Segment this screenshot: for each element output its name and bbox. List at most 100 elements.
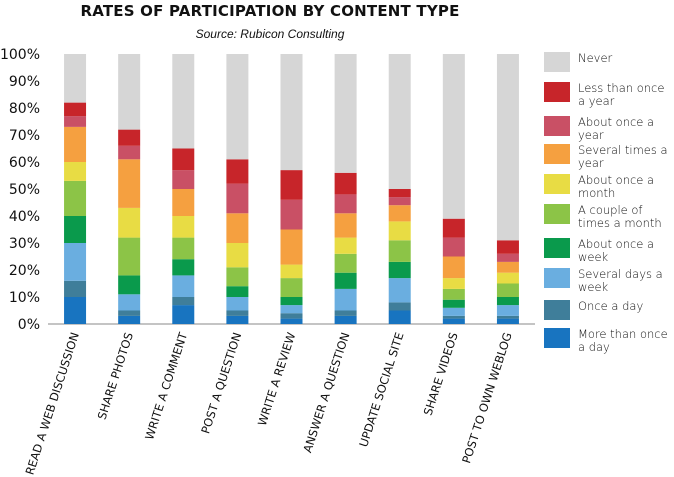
- bar-segment: [118, 145, 141, 160]
- y-tick-label: 0%: [18, 317, 40, 333]
- bar-segment: [334, 310, 357, 316]
- bar-segment: [226, 286, 249, 297]
- bar-segment: [172, 305, 195, 324]
- bar-segment: [226, 213, 249, 243]
- legend-swatch: [544, 116, 570, 136]
- bar-segment: [172, 275, 195, 297]
- x-tick-label: WRITE A REVIEW: [255, 331, 298, 428]
- legend-label: Once a day: [578, 299, 644, 313]
- legend-swatch: [544, 144, 570, 164]
- bar-segment: [334, 194, 357, 214]
- bar-segment: [280, 199, 303, 230]
- bar-segment: [64, 162, 87, 181]
- bar-segment: [334, 272, 357, 289]
- legend-swatch: [544, 300, 570, 320]
- x-axis: READ A WEB DISCUSSION SHARE PHOTOS WRITE A…: [23, 330, 515, 477]
- bar-segment: [442, 318, 465, 324]
- bar-segment: [496, 305, 519, 316]
- x-tick-label: UPDATE SOCIAL SITE: [356, 331, 406, 449]
- y-tick-label: 70%: [9, 128, 40, 144]
- bar-segment: [280, 54, 303, 171]
- bar-segment: [496, 261, 519, 273]
- bar-segment: [496, 54, 519, 241]
- legend-swatch: [544, 238, 570, 258]
- bar-segment: [496, 272, 519, 284]
- bar-segment: [226, 267, 249, 287]
- bar-segment: [280, 229, 303, 265]
- bar-segment: [442, 299, 465, 308]
- bar-segment: [334, 172, 357, 195]
- bar-segment: [226, 243, 249, 268]
- bar-segment: [172, 216, 195, 238]
- bar-segment: [64, 102, 87, 117]
- bar-segment: [334, 54, 357, 173]
- y-tick-label: 80%: [9, 101, 40, 117]
- legend-swatch: [544, 328, 570, 348]
- bars: [64, 54, 519, 324]
- bar-segment: [496, 283, 519, 297]
- bar-segment: [118, 294, 141, 311]
- bar-segment: [172, 54, 195, 149]
- bar-segment: [442, 237, 465, 257]
- x-tick-label: ANSWER A QUESTION: [300, 331, 352, 455]
- legend-label: A couple of times a month: [578, 203, 662, 230]
- bar-segment: [226, 159, 249, 184]
- bar-segment: [442, 307, 465, 316]
- bar-segment: [334, 213, 357, 238]
- bar-segment: [118, 207, 141, 238]
- bar-segment: [388, 54, 411, 189]
- stacked-bar-chart: 0% 10% 20% 30% 40% 50% 60% 70% 80% 90% 100% READ A…: [0, 47, 535, 477]
- bar-segment: [64, 180, 87, 216]
- y-tick-label: 30%: [9, 236, 40, 252]
- legend-label: About once a week: [578, 237, 655, 264]
- legend-swatch: [544, 82, 570, 102]
- bar-segment: [280, 318, 303, 324]
- legend-label: About once a year: [578, 115, 655, 142]
- bar-segment: [172, 170, 195, 189]
- bar-segment: [442, 54, 465, 219]
- bar-segment: [442, 288, 465, 300]
- bar-segment: [118, 310, 141, 316]
- y-tick-label: 90%: [9, 74, 40, 90]
- legend-swatch: [544, 268, 570, 288]
- bar-segment: [64, 126, 87, 162]
- bar-segment: [388, 205, 411, 222]
- legend-label: Several times a year: [578, 143, 668, 170]
- legend-label: Never: [578, 51, 613, 65]
- bar-segment: [118, 237, 141, 276]
- bar-segment: [280, 297, 303, 306]
- legend-label: Less than once a year: [578, 81, 665, 108]
- bar-segment: [334, 288, 357, 311]
- y-tick-label: 20%: [9, 263, 40, 279]
- bar-segment: [280, 278, 303, 297]
- legend-swatch: [544, 174, 570, 194]
- bar-segment: [64, 297, 87, 324]
- bar-segment: [64, 54, 87, 103]
- bar-segment: [388, 261, 411, 279]
- bar-segment: [442, 218, 465, 238]
- bar-segment: [388, 189, 411, 198]
- bar-segment: [118, 159, 141, 208]
- y-tick-label: 50%: [9, 182, 40, 198]
- bar-segment: [64, 116, 87, 127]
- bar-segment: [118, 129, 141, 146]
- bar-segment: [226, 54, 249, 160]
- x-tick-label: WRITE A COMMENT: [142, 330, 190, 442]
- bar-segment: [118, 54, 141, 130]
- legend-swatch: [544, 204, 570, 224]
- bar-segment: [226, 183, 249, 214]
- bar-segment: [334, 253, 357, 273]
- bar-segment: [172, 237, 195, 260]
- y-tick-label: 100%: [0, 47, 40, 63]
- bar-segment: [388, 197, 411, 206]
- bar-segment: [496, 315, 519, 319]
- x-tick-label: SHARE PHOTOS: [95, 331, 136, 422]
- bar-segment: [280, 313, 303, 319]
- bar-segment: [388, 240, 411, 262]
- chart-title: RATES OF PARTICIPATION BY CONTENT TYPE: [80, 2, 460, 20]
- legend-label: Several days a week: [578, 267, 663, 294]
- bar-segment: [442, 278, 465, 289]
- y-tick-label: 10%: [9, 290, 40, 306]
- bar-segment: [496, 318, 519, 324]
- bar-segment: [118, 275, 141, 295]
